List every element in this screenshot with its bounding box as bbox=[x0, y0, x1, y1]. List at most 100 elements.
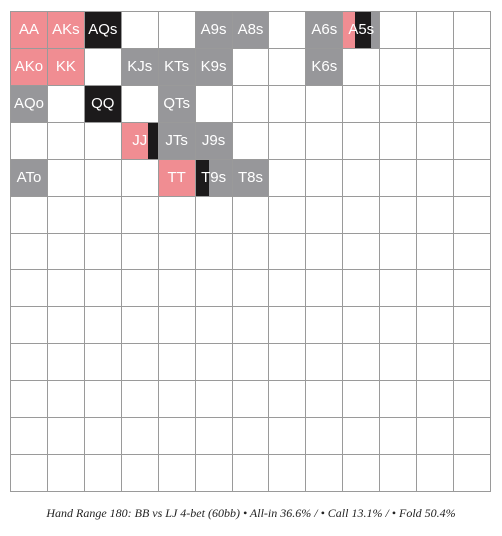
empty-range-cell bbox=[343, 307, 381, 345]
empty-range-cell bbox=[84, 159, 122, 197]
empty-range-cell bbox=[269, 455, 307, 492]
hand-cell-aa[interactable]: AA bbox=[11, 12, 48, 49]
fold-frequency-segment bbox=[232, 12, 269, 48]
hand-cell-kts[interactable]: KTs bbox=[158, 48, 196, 86]
empty-range-cell bbox=[417, 270, 455, 308]
empty-range-cell bbox=[158, 270, 196, 308]
empty-range-cell bbox=[380, 159, 418, 197]
hand-label: J9s bbox=[201, 132, 226, 150]
empty-range-cell bbox=[47, 381, 85, 419]
hand-cell-ako[interactable]: AKo bbox=[11, 48, 48, 86]
empty-range-cell bbox=[454, 159, 491, 197]
empty-range-cell bbox=[195, 85, 233, 123]
empty-range-cell bbox=[417, 196, 455, 234]
empty-range-cell bbox=[343, 122, 381, 160]
hand-label: QTs bbox=[163, 95, 190, 113]
hand-cell-t9s[interactable]: T9s bbox=[195, 159, 233, 197]
allin-frequency-segment bbox=[11, 48, 47, 85]
empty-range-cell bbox=[269, 48, 307, 86]
empty-range-cell bbox=[11, 344, 48, 382]
empty-range-cell bbox=[269, 159, 307, 197]
hand-label: JJ bbox=[132, 132, 148, 150]
hand-cell-a5s[interactable]: A5s bbox=[343, 12, 381, 49]
empty-range-cell bbox=[380, 418, 418, 456]
hand-cell-ato[interactable]: ATo bbox=[11, 159, 48, 197]
empty-range-cell bbox=[343, 418, 381, 456]
empty-range-cell bbox=[47, 307, 85, 345]
hand-cell-qq[interactable]: QQ bbox=[84, 85, 122, 123]
empty-range-cell bbox=[417, 85, 455, 123]
empty-range-cell bbox=[11, 418, 48, 456]
empty-range-cell bbox=[11, 233, 48, 271]
empty-range-cell bbox=[454, 418, 491, 456]
hand-label: AKo bbox=[14, 58, 44, 76]
hand-cell-tt[interactable]: TT bbox=[158, 159, 196, 197]
empty-range-cell bbox=[84, 455, 122, 492]
fold-frequency-segment bbox=[195, 12, 232, 48]
hand-cell-qts[interactable]: QTs bbox=[158, 85, 196, 123]
fold-frequency-segment bbox=[306, 48, 343, 85]
empty-range-cell bbox=[84, 122, 122, 160]
hand-cell-k9s[interactable]: K9s bbox=[195, 48, 233, 86]
empty-range-cell bbox=[121, 344, 159, 382]
empty-range-cell bbox=[121, 270, 159, 308]
empty-range-cell bbox=[232, 381, 270, 419]
empty-range-cell bbox=[454, 122, 491, 160]
hand-cell-kk[interactable]: KK bbox=[47, 48, 85, 86]
hand-label: QQ bbox=[91, 95, 115, 113]
hand-cell-jj[interactable]: JJ bbox=[121, 122, 159, 160]
hand-cell-aqo[interactable]: AQo bbox=[11, 85, 48, 123]
empty-range-cell bbox=[417, 307, 455, 345]
empty-range-cell bbox=[121, 196, 159, 234]
empty-range-cell bbox=[232, 196, 270, 234]
hand-cell-aqs[interactable]: AQs bbox=[84, 12, 122, 49]
hand-label: A6s bbox=[311, 21, 338, 39]
allin-frequency-segment bbox=[11, 12, 47, 48]
hand-cell-j9s[interactable]: J9s bbox=[195, 122, 233, 160]
empty-range-cell bbox=[380, 122, 418, 160]
empty-range-cell bbox=[269, 307, 307, 345]
empty-range-cell bbox=[454, 85, 491, 123]
empty-range-cell bbox=[454, 48, 491, 86]
hand-cell-a9s[interactable]: A9s bbox=[195, 12, 233, 49]
empty-range-cell bbox=[417, 159, 455, 197]
empty-range-cell bbox=[306, 122, 344, 160]
hand-cell-kjs[interactable]: KJs bbox=[121, 48, 159, 86]
empty-range-cell bbox=[269, 12, 307, 49]
hand-label: AA bbox=[18, 21, 39, 39]
empty-range-cell bbox=[195, 307, 233, 345]
call-frequency-segment bbox=[84, 85, 121, 122]
empty-range-cell bbox=[121, 233, 159, 271]
empty-range-cell bbox=[195, 418, 233, 456]
empty-range-cell bbox=[195, 233, 233, 271]
empty-range-cell bbox=[343, 233, 381, 271]
fold-frequency-segment bbox=[121, 48, 158, 85]
empty-range-cell bbox=[195, 381, 233, 419]
hand-label: TT bbox=[167, 169, 186, 187]
empty-range-cell bbox=[343, 381, 381, 419]
hand-cell-k6s[interactable]: K6s bbox=[306, 48, 344, 86]
empty-range-cell bbox=[47, 270, 85, 308]
empty-range-cell bbox=[343, 455, 381, 492]
empty-range-cell bbox=[158, 196, 196, 234]
hand-cell-jts[interactable]: JTs bbox=[158, 122, 196, 160]
hand-label: A8s bbox=[237, 21, 264, 39]
hand-cell-aks[interactable]: AKs bbox=[47, 12, 85, 49]
fold-frequency-segment bbox=[209, 159, 232, 196]
hand-cell-a6s[interactable]: A6s bbox=[306, 12, 344, 49]
hand-cell-a8s[interactable]: A8s bbox=[232, 12, 270, 49]
empty-range-cell bbox=[232, 270, 270, 308]
empty-range-cell bbox=[306, 196, 344, 234]
empty-range-cell bbox=[232, 233, 270, 271]
fold-frequency-segment bbox=[195, 122, 232, 159]
empty-range-cell bbox=[84, 381, 122, 419]
empty-range-cell bbox=[195, 270, 233, 308]
hand-cell-t8s[interactable]: T8s bbox=[232, 159, 270, 197]
empty-range-cell bbox=[84, 307, 122, 345]
hand-label: KJs bbox=[127, 58, 153, 76]
empty-range-cell bbox=[417, 344, 455, 382]
call-frequency-segment bbox=[147, 122, 158, 159]
empty-range-cell bbox=[380, 381, 418, 419]
empty-range-cell bbox=[11, 381, 48, 419]
allin-frequency-segment bbox=[158, 159, 195, 196]
